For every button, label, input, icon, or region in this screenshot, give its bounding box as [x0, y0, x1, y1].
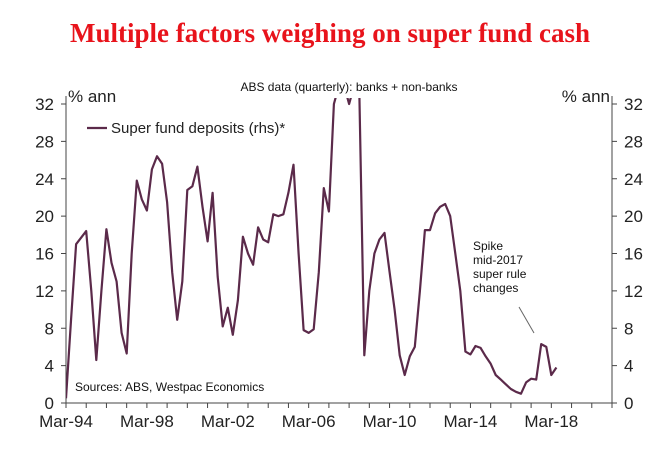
- source-note: Sources: ABS, Westpac Economics: [75, 380, 264, 394]
- y-tick-label-right: 16: [624, 245, 643, 264]
- axes: [61, 96, 617, 408]
- y-tick-label-left: 16: [35, 245, 54, 264]
- chart-subtitle: ABS data (quarterly): banks + non-banks: [240, 80, 457, 94]
- annotation-text: super rule: [473, 267, 527, 281]
- x-tick-label: Mar-14: [444, 412, 498, 431]
- legend-label: Super fund deposits (rhs)*: [111, 120, 285, 137]
- y-tick-label-left: 20: [35, 207, 54, 226]
- y-tick-label-left: 8: [45, 319, 54, 338]
- x-tick-label: Mar-98: [120, 412, 174, 431]
- y-tick-label-right: 0: [624, 394, 633, 413]
- x-tick-label: Mar-06: [282, 412, 336, 431]
- y-tick-label-right: 24: [624, 170, 643, 189]
- x-tick-label: Mar-18: [524, 412, 578, 431]
- labels-layer: 0 0 4 4 8 8 12 12 16 16 20 20 24 24 28 28 32 32 Mar-94 Mar-…: [35, 80, 643, 431]
- x-tick-label: Mar-10: [363, 412, 417, 431]
- annotation-text: mid-2017: [473, 253, 523, 267]
- y-tick-label-right: 20: [624, 207, 643, 226]
- annotation-text: Spike: [473, 239, 503, 253]
- series-line-super-fund-deposits: [66, 98, 558, 399]
- y-axis-label-left: % ann: [68, 87, 116, 106]
- y-tick-label-left: 0: [45, 394, 54, 413]
- chart-title: Multiple factors weighing on super fund …: [69, 18, 591, 48]
- annotation-pointer: [518, 306, 535, 334]
- y-tick-label-right: 32: [624, 95, 643, 114]
- y-tick-label-left: 24: [35, 170, 54, 189]
- annotation-text: changes: [473, 281, 518, 295]
- x-tick-label: Mar-94: [39, 412, 93, 431]
- y-axis-label-right: % ann: [562, 87, 610, 106]
- series-layer: [66, 98, 558, 399]
- y-tick-label-right: 8: [624, 319, 633, 338]
- y-tick-label-left: 28: [35, 132, 54, 151]
- y-tick-label-right: 28: [624, 132, 643, 151]
- y-tick-label-right: 12: [624, 282, 643, 301]
- y-tick-label-left: 4: [45, 357, 54, 376]
- y-tick-label-left: 32: [35, 95, 54, 114]
- x-tick-label: Mar-02: [201, 412, 255, 431]
- y-tick-label-right: 4: [624, 357, 633, 376]
- y-tick-label-left: 12: [35, 282, 54, 301]
